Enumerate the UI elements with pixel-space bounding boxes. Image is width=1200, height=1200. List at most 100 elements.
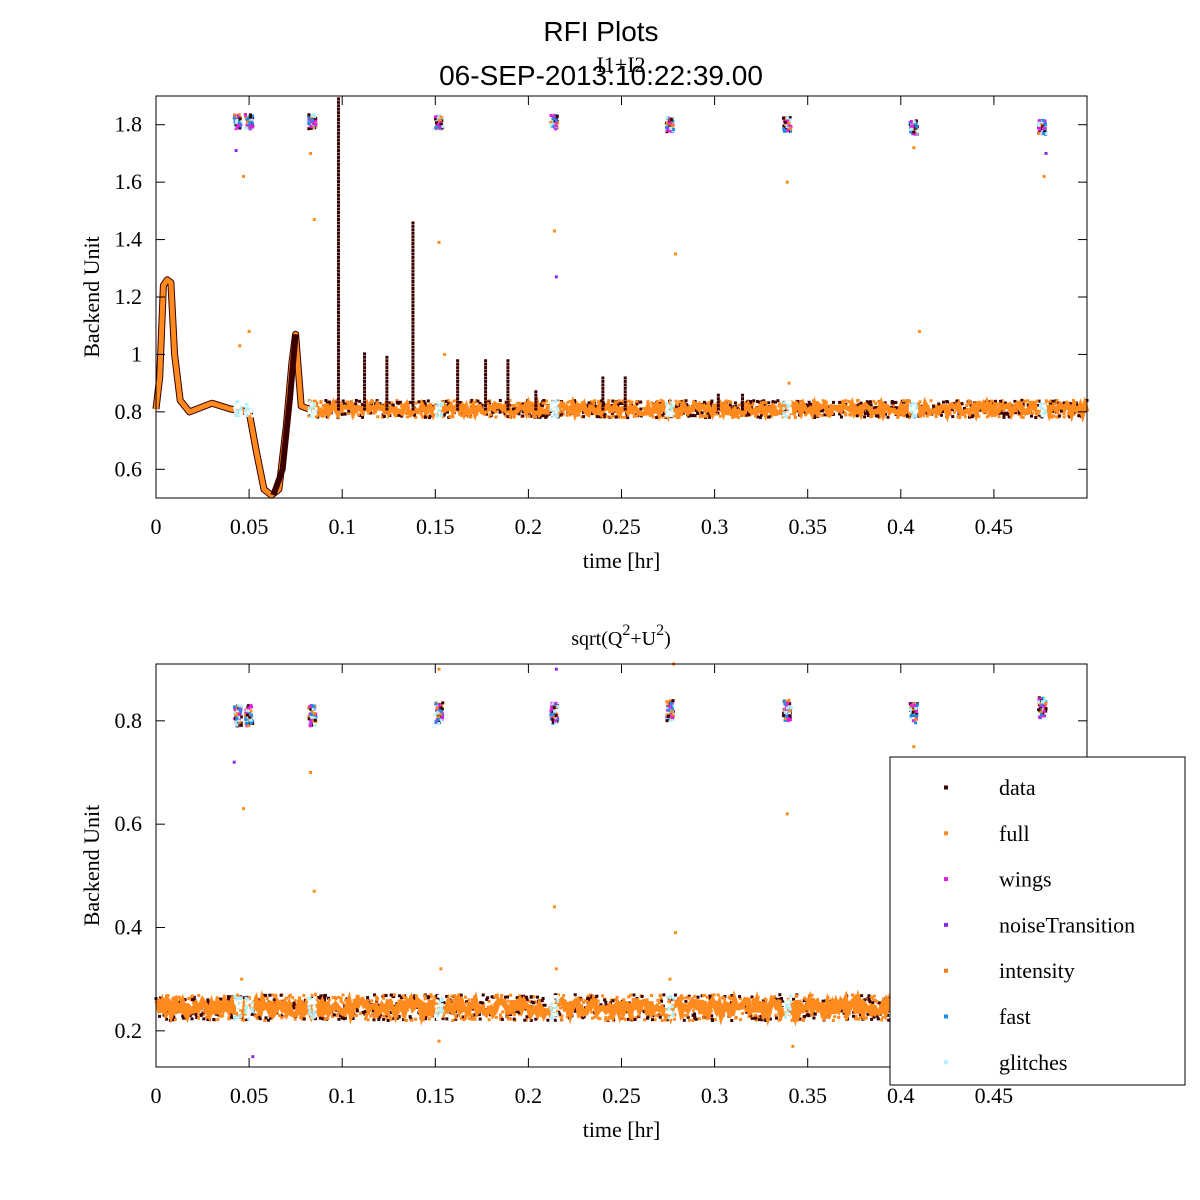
- panel1-band-point: [691, 413, 695, 417]
- panel2-band-point: [606, 1018, 610, 1022]
- panel2-band-point: [323, 996, 327, 1000]
- panel2-band-point: [404, 1018, 408, 1022]
- panel1-band-point: [369, 411, 373, 415]
- panel1-band-point: [603, 415, 607, 419]
- panel1-cluster-point: [913, 132, 917, 136]
- panel2-band-point: [840, 1009, 844, 1013]
- panel2-band-point: [823, 1015, 827, 1019]
- panel1-band-point: [639, 400, 643, 404]
- panel1-band-point: [771, 400, 775, 404]
- panel1-spike-point: [336, 362, 340, 366]
- panel1-cluster-low-point: [786, 406, 790, 410]
- panel2-band-point: [178, 1001, 182, 1005]
- panel1-band-point: [512, 415, 516, 419]
- panel1-band-point: [485, 412, 489, 416]
- panel2-band-point: [623, 1017, 627, 1021]
- panel2-band-point: [414, 1017, 418, 1021]
- panel1-band-point: [731, 415, 735, 419]
- panel2-band-point: [453, 997, 457, 1001]
- panel1-band-point: [902, 405, 906, 409]
- panel1-band-point: [883, 412, 887, 416]
- panel1-spike-point: [363, 359, 367, 363]
- panel2-band-point: [454, 1013, 458, 1017]
- panel1-band-point: [905, 399, 909, 403]
- panel2-band-point: [860, 994, 864, 998]
- panel2-band-point: [321, 1014, 325, 1018]
- panel2-band-point: [284, 996, 288, 1000]
- panel1-band-point: [918, 400, 922, 404]
- panel1-outlier-point: [242, 174, 246, 178]
- panel1-band-point: [659, 398, 663, 402]
- panel2-band-point: [558, 1012, 562, 1016]
- panel1-cluster-low-point: [307, 409, 311, 413]
- panel2-band-point: [757, 1018, 761, 1022]
- panel1-cluster-low-point: [246, 410, 250, 414]
- panel1-spike-point: [336, 335, 340, 339]
- panel2-band-point: [386, 1018, 390, 1022]
- panel1-cluster-low-point: [245, 404, 249, 408]
- panel1-xtick-label: 0.35: [788, 514, 827, 539]
- panel2-band-point: [863, 1016, 867, 1020]
- panel2-band-point: [323, 1017, 327, 1021]
- panel1-cluster-point: [236, 123, 240, 127]
- panel2-band-point: [264, 993, 268, 997]
- panel2-cluster-low-point: [239, 999, 243, 1003]
- panel2-cluster-point: [309, 723, 313, 727]
- panel1-spike-point: [623, 376, 627, 380]
- panel2-band-point: [660, 999, 664, 1003]
- panel2-band-point: [316, 996, 320, 1000]
- panel1-cluster-point: [551, 124, 555, 128]
- panel2-cluster-point: [435, 711, 439, 715]
- panel1-cluster-low-point: [788, 410, 792, 414]
- panel1-band-point: [510, 404, 514, 408]
- panel1-spike-point: [336, 217, 340, 221]
- panel1-cluster-low-point: [238, 409, 242, 413]
- panel2-band-point: [754, 1018, 758, 1022]
- panel1-band-point: [758, 416, 762, 420]
- panel1-cluster-low-point: [669, 414, 673, 418]
- panel2-band-point: [685, 996, 689, 1000]
- panel2-band-point: [478, 1017, 482, 1021]
- panel2-band-point: [467, 1017, 471, 1021]
- panel1-cluster-point: [249, 117, 253, 121]
- panel1-band-point: [423, 402, 427, 406]
- panel1-cluster-low-point: [556, 400, 560, 404]
- panel2-cluster-point: [313, 716, 317, 720]
- panel1-cluster-low-point: [314, 409, 318, 413]
- panel2-band-point: [171, 997, 175, 1001]
- panel1-spike-point: [506, 376, 510, 380]
- panel2-cluster-low-point: [250, 1009, 254, 1013]
- panel2-band-point: [604, 1016, 608, 1020]
- panel1-cluster-low-point: [911, 407, 915, 411]
- panel1-spike: [741, 393, 745, 411]
- panel-intensity: 0 0.05 0.1 0.15 0.2 0.25 0.3 0.35 0.4 0.450.60.81…: [79, 95, 1090, 573]
- panel1-band-point: [521, 414, 525, 418]
- panel1-band-point: [1049, 402, 1053, 406]
- panel2-band-point: [687, 996, 691, 1000]
- panel2-band-point: [615, 995, 619, 999]
- panel1-cluster-point: [549, 114, 553, 118]
- panel1-spike-point: [506, 366, 510, 370]
- panel2-band-point: [302, 993, 306, 997]
- panel2-band-point: [775, 1016, 779, 1020]
- panel2-band-point: [215, 997, 219, 1001]
- panel1-band-point: [413, 415, 417, 419]
- panel1-band-point: [951, 415, 955, 419]
- panel2-cluster-point: [245, 709, 249, 713]
- panel1-band-point: [703, 402, 707, 406]
- panel2-band-point: [631, 998, 635, 1002]
- panel1-band-point: [764, 401, 768, 405]
- panel1-band-point: [687, 414, 691, 418]
- panel1-cluster-point: [249, 115, 253, 119]
- panel2-cluster-low-point: [244, 996, 248, 1000]
- panel1-cluster-point: [1037, 121, 1041, 125]
- panel1-spike-point: [336, 379, 340, 383]
- panel1-outlier-point: [234, 149, 238, 153]
- panel1-spike-point: [411, 307, 415, 311]
- panel1-band-point: [340, 412, 344, 416]
- panel2-band-point: [463, 1014, 467, 1018]
- panel2-band-point: [374, 995, 378, 999]
- panel2-cluster: [549, 701, 560, 1021]
- panel2-cluster-point: [438, 712, 442, 716]
- panel1-spike-point: [336, 248, 340, 252]
